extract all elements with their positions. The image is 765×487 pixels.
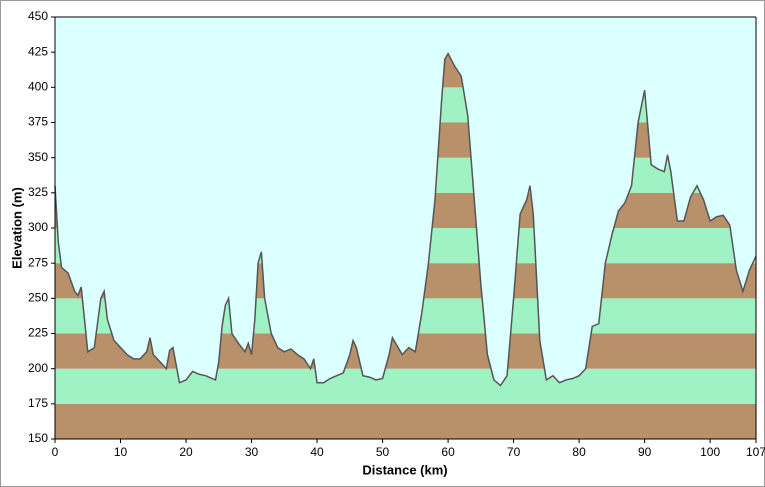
x-tick-label: 40 <box>310 445 324 459</box>
y-tick-label: 250 <box>28 291 48 305</box>
x-tick-label: 80 <box>572 445 586 459</box>
y-tick-label: 200 <box>28 361 48 375</box>
x-tick-label: 70 <box>507 445 521 459</box>
y-tick-label: 225 <box>28 326 48 340</box>
x-tick-label: 10 <box>114 445 128 459</box>
y-tick-label: 375 <box>28 115 48 129</box>
x-tick-label: 0 <box>52 445 59 459</box>
y-tick-label: 350 <box>28 150 48 164</box>
elevation-line <box>54 52 757 387</box>
x-tick-label: 90 <box>638 445 652 459</box>
y-tick-label: 325 <box>28 185 48 199</box>
y-tick-label: 425 <box>28 44 48 58</box>
x-tick-label: 50 <box>376 445 390 459</box>
elevation-band <box>55 368 756 404</box>
y-tick-label: 450 <box>28 9 48 23</box>
y-tick-label: 300 <box>28 220 48 234</box>
x-tick-label: 30 <box>245 445 259 459</box>
x-tick-label: 60 <box>441 445 455 459</box>
y-tick-label: 400 <box>28 80 48 94</box>
x-tick-label: 100 <box>700 445 720 459</box>
x-tick-label: 107 <box>746 445 765 459</box>
y-axis-title: Elevation (m) <box>9 187 24 269</box>
y-tick-label: 150 <box>28 431 48 445</box>
y-tick-label: 175 <box>28 396 48 410</box>
x-tick-label: 20 <box>179 445 193 459</box>
y-tick-label: 275 <box>28 255 48 269</box>
elevation-band <box>55 403 756 439</box>
x-axis-title: Distance (km) <box>362 462 447 477</box>
